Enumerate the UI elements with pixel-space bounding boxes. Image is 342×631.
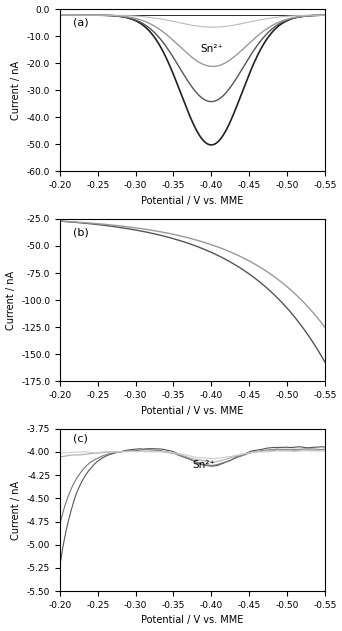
Text: Sn²⁺: Sn²⁺ bbox=[192, 460, 215, 469]
Y-axis label: Current / nA: Current / nA bbox=[11, 61, 21, 120]
X-axis label: Potential / V vs. MME: Potential / V vs. MME bbox=[141, 615, 244, 625]
Text: (c): (c) bbox=[73, 433, 88, 444]
X-axis label: Potential / V vs. MME: Potential / V vs. MME bbox=[141, 196, 244, 206]
X-axis label: Potential / V vs. MME: Potential / V vs. MME bbox=[141, 406, 244, 416]
Text: (b): (b) bbox=[73, 227, 89, 237]
Text: Sn²⁺: Sn²⁺ bbox=[200, 44, 223, 54]
Y-axis label: Current / nA: Current / nA bbox=[5, 271, 15, 329]
Text: (a): (a) bbox=[73, 17, 89, 27]
Y-axis label: Current / nA: Current / nA bbox=[11, 480, 21, 540]
